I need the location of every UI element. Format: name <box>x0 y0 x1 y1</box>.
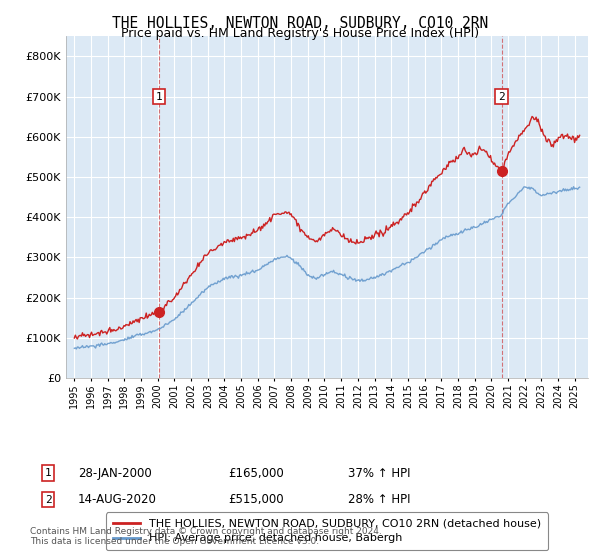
Text: 14-AUG-2020: 14-AUG-2020 <box>78 493 157 506</box>
Text: Contains HM Land Registry data © Crown copyright and database right 2024.
This d: Contains HM Land Registry data © Crown c… <box>30 526 382 546</box>
Text: THE HOLLIES, NEWTON ROAD, SUDBURY, CO10 2RN: THE HOLLIES, NEWTON ROAD, SUDBURY, CO10 … <box>112 16 488 31</box>
Text: 28% ↑ HPI: 28% ↑ HPI <box>348 493 410 506</box>
Legend: THE HOLLIES, NEWTON ROAD, SUDBURY, CO10 2RN (detached house), HPI: Average price: THE HOLLIES, NEWTON ROAD, SUDBURY, CO10 … <box>106 512 548 550</box>
Text: 2: 2 <box>498 92 505 102</box>
Text: 28-JAN-2000: 28-JAN-2000 <box>78 466 152 480</box>
Text: £515,000: £515,000 <box>228 493 284 506</box>
Text: 2: 2 <box>44 494 52 505</box>
Text: 1: 1 <box>44 468 52 478</box>
Text: Price paid vs. HM Land Registry's House Price Index (HPI): Price paid vs. HM Land Registry's House … <box>121 27 479 40</box>
Text: 37% ↑ HPI: 37% ↑ HPI <box>348 466 410 480</box>
Text: 1: 1 <box>155 92 163 102</box>
Text: £165,000: £165,000 <box>228 466 284 480</box>
